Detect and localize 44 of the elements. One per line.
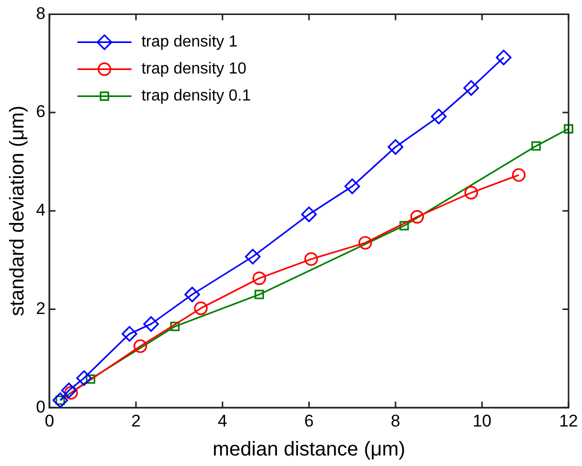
point [52,392,68,408]
point [410,210,424,224]
point [122,326,138,342]
point [184,286,200,302]
x-tick-label: 4 [218,411,228,430]
point [358,236,372,250]
point [304,252,318,266]
x-tick-label: 2 [131,411,141,430]
point [244,248,261,264]
y-tick-label: 0 [36,397,46,416]
point [61,382,77,398]
point [564,124,574,134]
y-tick-label: 8 [36,4,46,23]
point [399,220,409,230]
point [430,108,447,124]
point [170,322,180,332]
x-tick-label: 8 [390,411,400,430]
point [496,50,512,66]
x-axis-title: median distance (μm) [212,438,406,461]
point [463,80,480,96]
point [194,301,208,316]
point [301,206,317,222]
legend-label: trap density 10 [141,60,247,78]
point [252,271,266,286]
x-tick-label: 10 [472,411,492,430]
x-tick-label: 12 [559,411,578,430]
legend-label: trap density 1 [141,34,238,51]
point [512,168,526,182]
point [86,374,96,384]
point [143,316,159,332]
y-axis-title: standard deviation (μm) [6,106,29,316]
legend-label: trap density 0.1 [141,88,251,105]
point [388,139,404,155]
point [254,290,264,300]
y-tick-label: 2 [36,298,46,318]
point [133,339,148,353]
x-tick-label: 6 [304,411,314,430]
point [76,370,92,386]
y-tick-label: 4 [36,200,46,220]
point [531,141,541,151]
point [464,186,478,200]
point [344,178,360,194]
y-tick-label: 6 [36,102,46,122]
point [64,386,78,400]
